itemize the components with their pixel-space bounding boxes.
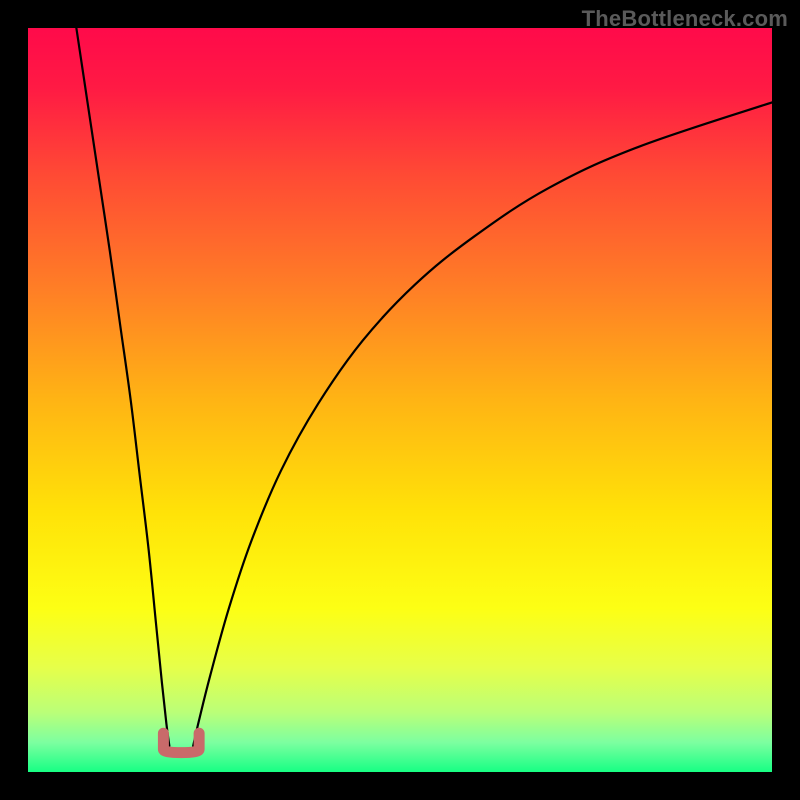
curve-left-branch: [76, 28, 169, 746]
minimum-marker: [163, 733, 199, 752]
plot-area: [28, 28, 772, 772]
curve-right-branch: [193, 102, 772, 746]
chart-svg: [28, 28, 772, 772]
chart-root: { "canvas": { "width": 800, "height": 80…: [0, 0, 800, 800]
